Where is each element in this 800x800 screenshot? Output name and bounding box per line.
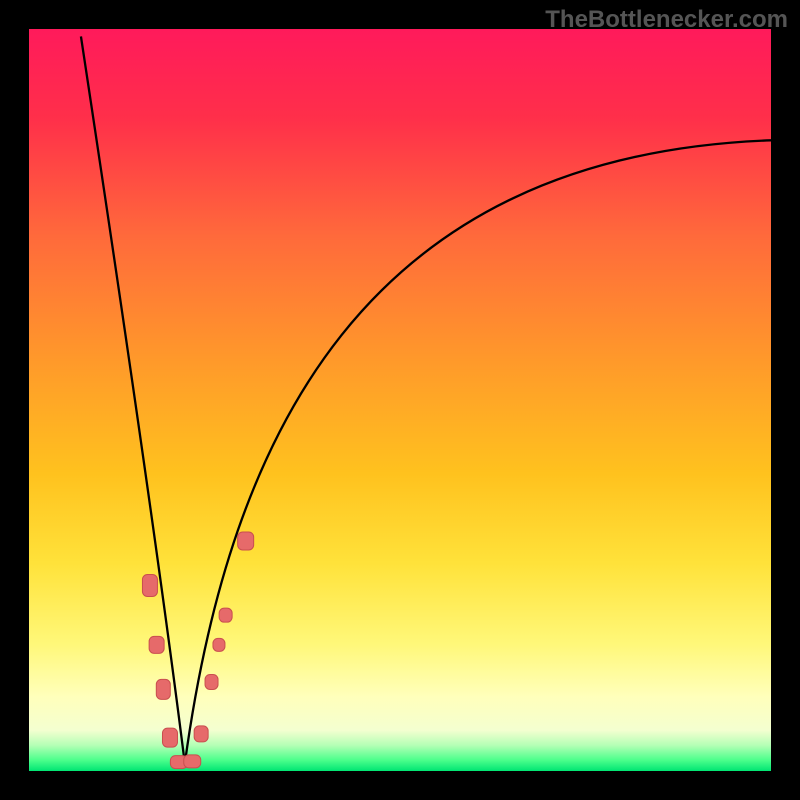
curve-marker [205, 674, 218, 689]
curve-marker [162, 728, 177, 747]
bottleneck-chart [0, 0, 800, 800]
gradient-background [29, 29, 771, 771]
curve-marker [142, 575, 157, 597]
curve-marker [149, 636, 164, 653]
curve-marker [184, 755, 201, 768]
curve-marker [156, 679, 170, 699]
curve-marker [238, 532, 254, 550]
curve-marker [213, 638, 225, 651]
watermark-text: TheBottlenecker.com [545, 6, 788, 34]
curve-marker [194, 726, 208, 742]
chart-root: TheBottlenecker.com [0, 0, 800, 800]
curve-marker [219, 608, 232, 622]
